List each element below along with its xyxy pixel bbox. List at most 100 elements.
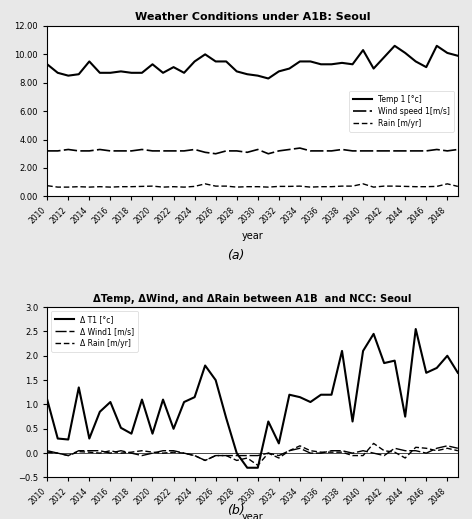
Rain [m/yr] bbox=[213, 183, 219, 189]
Δ Wind1 [m/s] bbox=[255, 453, 261, 459]
Temp 1 [°c] bbox=[55, 70, 60, 76]
Δ T1 [°c] bbox=[392, 358, 397, 364]
Δ T1 [°c] bbox=[287, 392, 292, 398]
Δ Wind1 [m/s] bbox=[234, 453, 240, 459]
Temp 1 [°c] bbox=[455, 52, 461, 59]
Wind speed 1[m/s] bbox=[202, 149, 208, 155]
Temp 1 [°c] bbox=[108, 70, 113, 76]
Δ Rain [m/yr] bbox=[371, 440, 377, 446]
Temp 1 [°c] bbox=[97, 70, 103, 76]
Temp 1 [°c] bbox=[413, 58, 419, 64]
Temp 1 [°c] bbox=[44, 61, 50, 67]
Δ T1 [°c] bbox=[150, 431, 155, 437]
Rain [m/yr] bbox=[202, 181, 208, 187]
Rain [m/yr] bbox=[308, 184, 313, 190]
Rain [m/yr] bbox=[381, 183, 387, 189]
Δ T1 [°c] bbox=[276, 440, 282, 446]
Δ Wind1 [m/s] bbox=[413, 447, 419, 454]
Δ Wind1 [m/s] bbox=[308, 450, 313, 456]
Temp 1 [°c] bbox=[255, 73, 261, 79]
Δ T1 [°c] bbox=[255, 465, 261, 471]
Δ Rain [m/yr] bbox=[171, 449, 177, 455]
Δ T1 [°c] bbox=[339, 348, 345, 354]
Temp 1 [°c] bbox=[360, 47, 366, 53]
Δ Rain [m/yr] bbox=[202, 457, 208, 463]
Δ T1 [°c] bbox=[66, 436, 71, 443]
Δ Rain [m/yr] bbox=[255, 462, 261, 469]
Wind speed 1[m/s] bbox=[97, 146, 103, 153]
Wind speed 1[m/s] bbox=[66, 146, 71, 153]
Temp 1 [°c] bbox=[265, 75, 271, 81]
Rain [m/yr] bbox=[423, 184, 429, 190]
Δ Wind1 [m/s] bbox=[371, 450, 377, 456]
Δ Rain [m/yr] bbox=[455, 447, 461, 454]
Δ Wind1 [m/s] bbox=[202, 457, 208, 463]
Δ Wind1 [m/s] bbox=[160, 447, 166, 454]
Wind speed 1[m/s] bbox=[381, 148, 387, 154]
Δ Rain [m/yr] bbox=[76, 448, 82, 455]
Δ T1 [°c] bbox=[97, 408, 103, 415]
Δ Wind1 [m/s] bbox=[244, 453, 250, 459]
Rain [m/yr] bbox=[392, 183, 397, 189]
Temp 1 [°c] bbox=[202, 51, 208, 58]
Temp 1 [°c] bbox=[213, 58, 219, 64]
Wind speed 1[m/s] bbox=[392, 148, 397, 154]
X-axis label: year: year bbox=[242, 231, 263, 241]
Δ Rain [m/yr] bbox=[434, 447, 439, 454]
Δ Wind1 [m/s] bbox=[297, 445, 303, 452]
Δ T1 [°c] bbox=[192, 394, 197, 400]
Wind speed 1[m/s] bbox=[150, 148, 155, 154]
Rain [m/yr] bbox=[55, 184, 60, 190]
Temp 1 [°c] bbox=[118, 69, 124, 75]
Δ T1 [°c] bbox=[381, 360, 387, 366]
Δ Wind1 [m/s] bbox=[350, 450, 355, 456]
Δ Rain [m/yr] bbox=[276, 455, 282, 461]
Rain [m/yr] bbox=[255, 184, 261, 190]
Rain [m/yr] bbox=[350, 183, 355, 189]
Line: Temp 1 [°c]: Temp 1 [°c] bbox=[47, 46, 458, 78]
Temp 1 [°c] bbox=[192, 58, 197, 64]
Δ Wind1 [m/s] bbox=[139, 453, 145, 459]
Wind speed 1[m/s] bbox=[128, 148, 134, 154]
Rain [m/yr] bbox=[276, 183, 282, 189]
Wind speed 1[m/s] bbox=[244, 149, 250, 155]
Δ Rain [m/yr] bbox=[287, 447, 292, 454]
Δ Wind1 [m/s] bbox=[97, 447, 103, 454]
Wind speed 1[m/s] bbox=[160, 148, 166, 154]
Δ Wind1 [m/s] bbox=[455, 445, 461, 452]
Text: (a): (a) bbox=[228, 250, 244, 263]
Temp 1 [°c] bbox=[381, 54, 387, 60]
Temp 1 [°c] bbox=[171, 64, 177, 70]
Δ Wind1 [m/s] bbox=[76, 447, 82, 454]
Temp 1 [°c] bbox=[234, 69, 240, 75]
Legend: Δ T1 [°c], Δ Wind1 [m/s], Δ Rain [m/yr]: Δ T1 [°c], Δ Wind1 [m/s], Δ Rain [m/yr] bbox=[51, 311, 138, 352]
Δ T1 [°c] bbox=[76, 384, 82, 390]
Rain [m/yr] bbox=[371, 184, 377, 190]
Wind speed 1[m/s] bbox=[434, 146, 439, 153]
Rain [m/yr] bbox=[413, 184, 419, 190]
Wind speed 1[m/s] bbox=[339, 146, 345, 153]
Rain [m/yr] bbox=[402, 183, 408, 189]
Δ Rain [m/yr] bbox=[339, 449, 345, 455]
Δ T1 [°c] bbox=[423, 370, 429, 376]
Wind speed 1[m/s] bbox=[76, 148, 82, 154]
Line: Wind speed 1[m/s]: Wind speed 1[m/s] bbox=[47, 148, 458, 154]
Δ Rain [m/yr] bbox=[308, 447, 313, 454]
Rain [m/yr] bbox=[181, 184, 187, 190]
Δ T1 [°c] bbox=[86, 435, 92, 442]
Rain [m/yr] bbox=[329, 184, 334, 190]
Rain [m/yr] bbox=[339, 183, 345, 189]
Wind speed 1[m/s] bbox=[213, 151, 219, 157]
Wind speed 1[m/s] bbox=[423, 148, 429, 154]
Wind speed 1[m/s] bbox=[192, 146, 197, 153]
Δ Wind1 [m/s] bbox=[339, 447, 345, 454]
Δ Wind1 [m/s] bbox=[381, 453, 387, 459]
Δ Rain [m/yr] bbox=[318, 449, 324, 455]
Δ Wind1 [m/s] bbox=[318, 450, 324, 456]
Δ Rain [m/yr] bbox=[97, 450, 103, 456]
Δ Rain [m/yr] bbox=[86, 449, 92, 455]
Wind speed 1[m/s] bbox=[55, 148, 60, 154]
Temp 1 [°c] bbox=[76, 71, 82, 77]
Temp 1 [°c] bbox=[434, 43, 439, 49]
Rain [m/yr] bbox=[445, 181, 450, 187]
